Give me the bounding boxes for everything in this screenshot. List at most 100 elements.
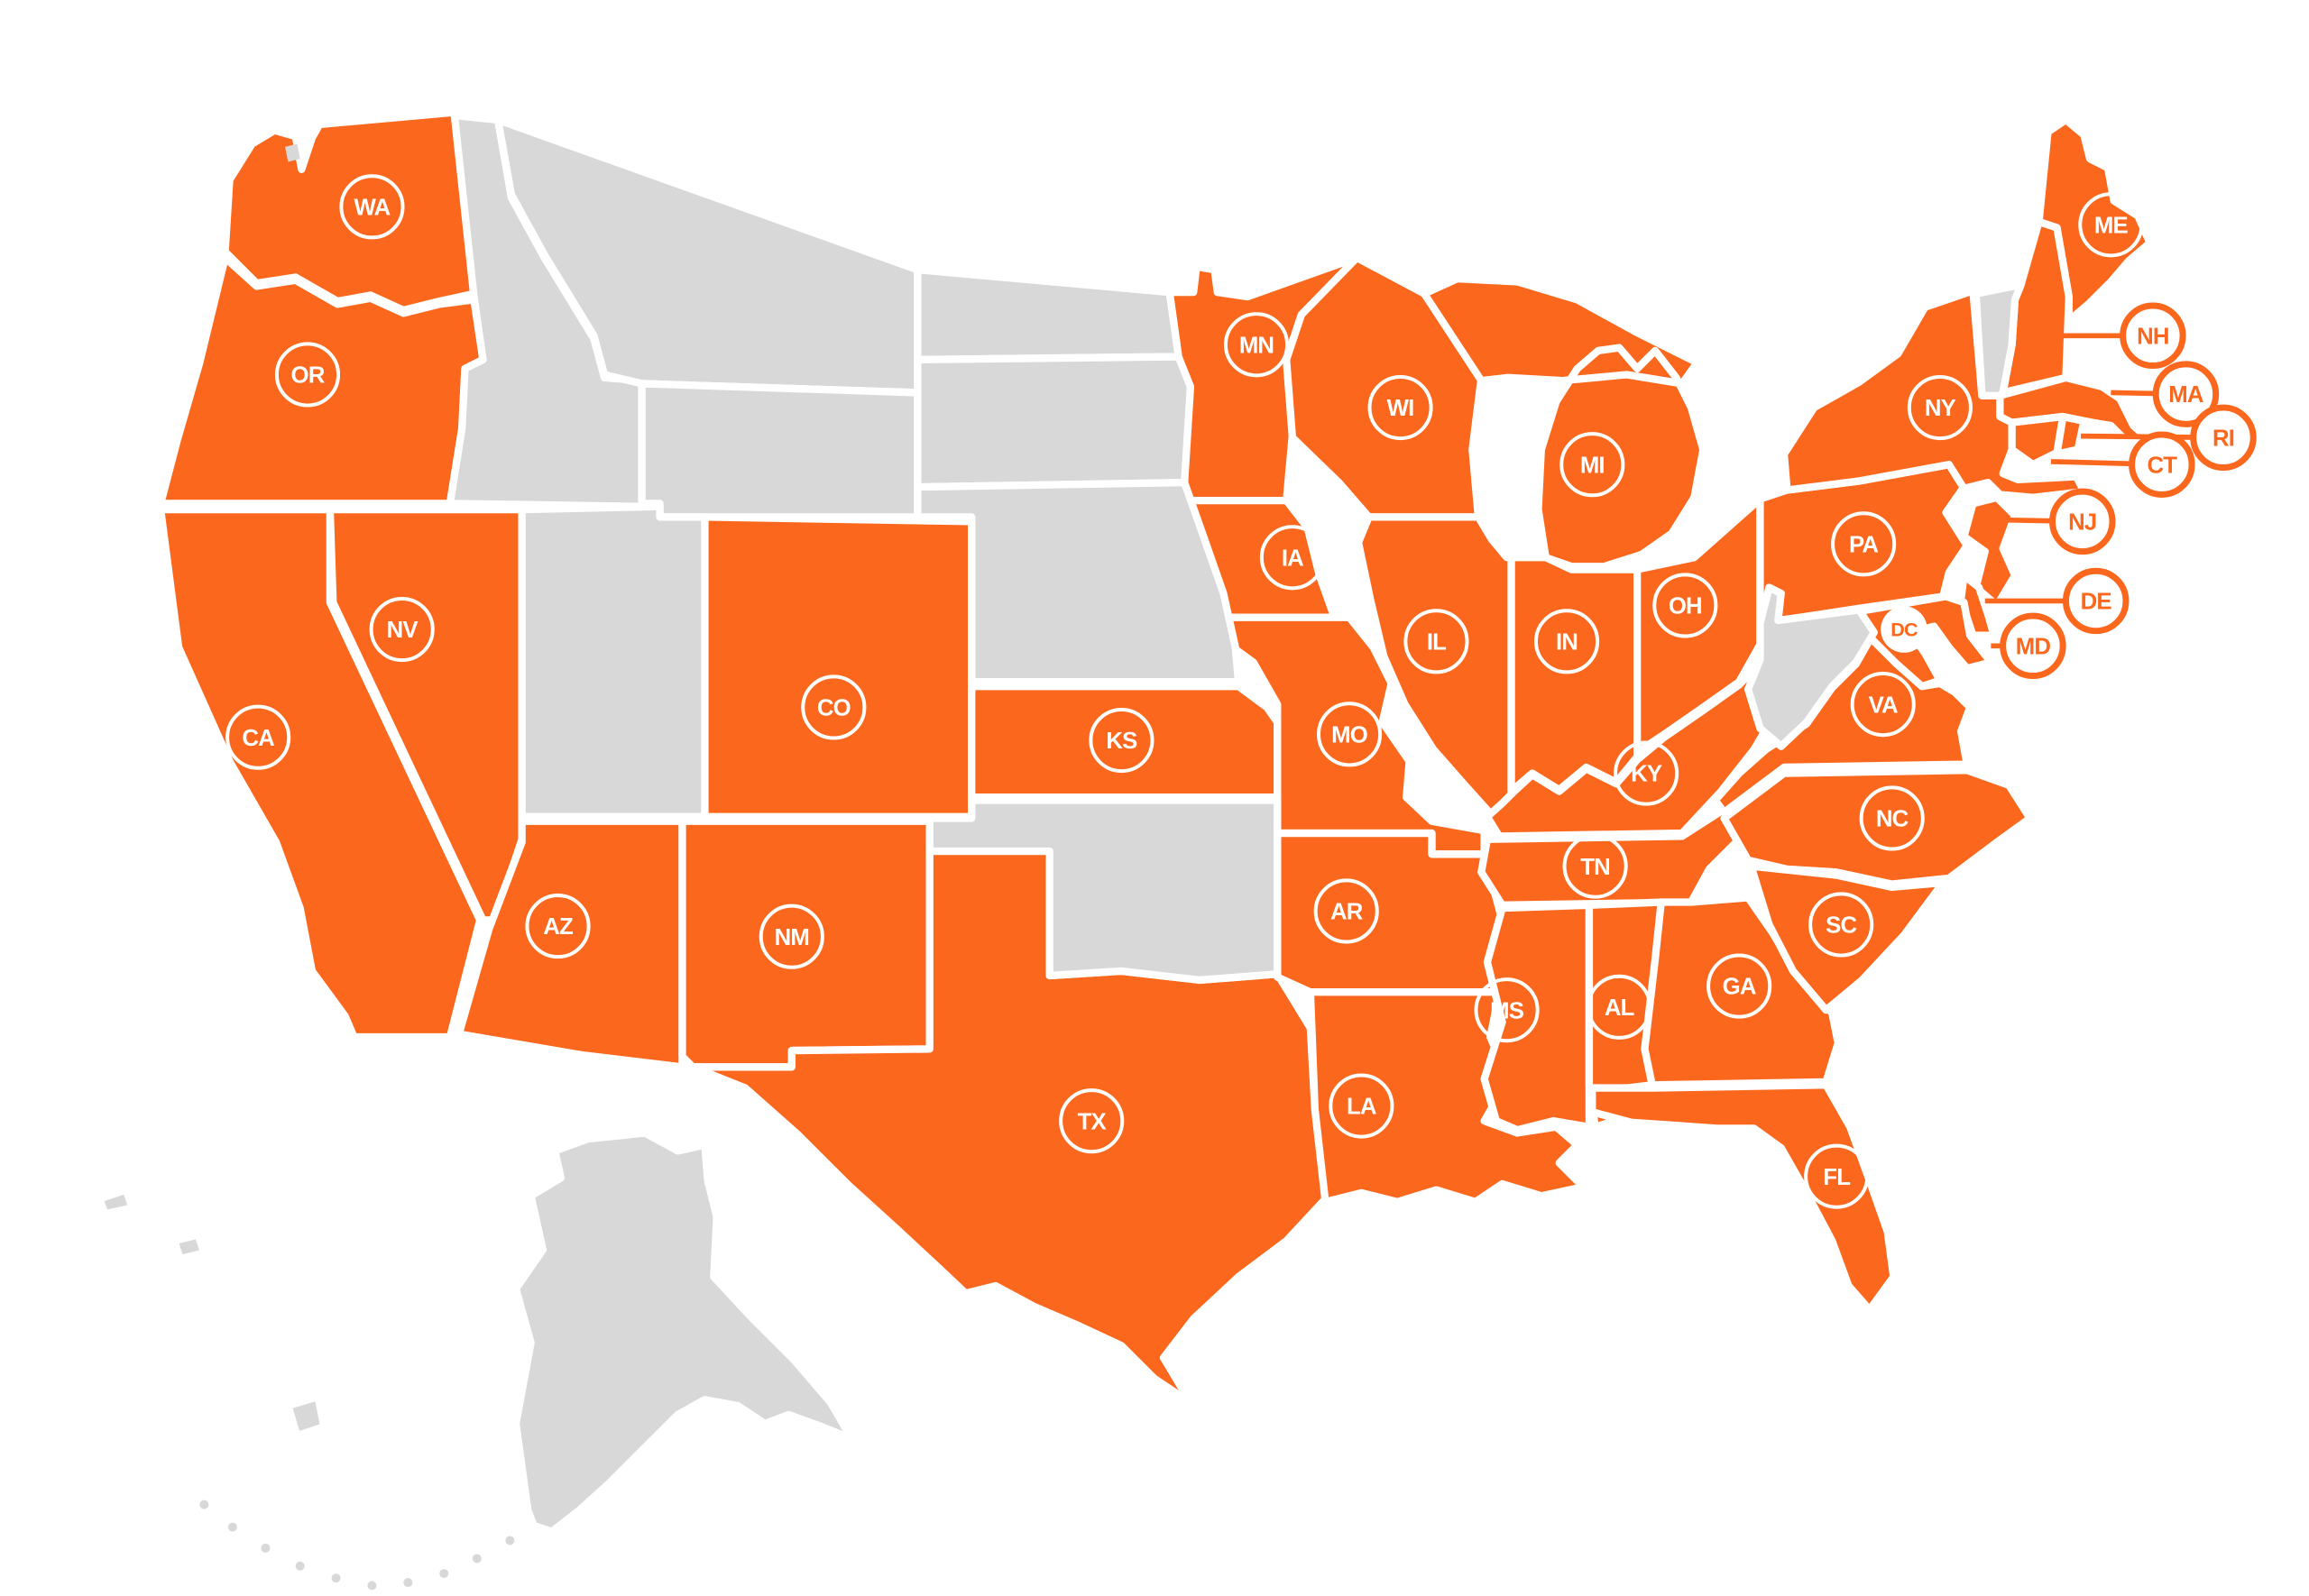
state-label-wa: WA [339,174,405,240]
svg-text:IN: IN [1556,629,1578,655]
svg-text:DC: DC [1890,619,1918,641]
state-label-ks: KS [1089,707,1154,774]
svg-text:GA: GA [1723,975,1756,1000]
state-label-co: CO [801,674,867,740]
svg-text:KS: KS [1106,729,1137,754]
svg-text:NC: NC [1876,807,1909,832]
state-label-mo: MO [1316,702,1383,767]
aleutian-island-dot [403,1578,413,1588]
state-ok [925,796,1282,985]
state-ut [518,502,709,821]
callout-label-md: MD [2000,612,2066,680]
state-ar [1274,829,1510,996]
badge-label-dc: DC [1881,606,1927,653]
state-ak [95,1129,856,1536]
callout-label-nj: NJ [2049,488,2116,555]
svg-text:TX: TX [1078,1109,1107,1134]
state-label-ar: AR [1313,878,1379,944]
svg-text:CT: CT [2148,453,2178,478]
state-ct [2008,412,2067,469]
svg-text:NJ: NJ [2068,510,2096,536]
state-label-nv: NV [369,596,435,663]
state-label-sc: SC [1808,892,1874,958]
state-nc [1720,766,2034,888]
state-sd [914,353,1195,491]
state-tn [1477,805,1749,909]
state-label-ia: IA [1259,525,1325,591]
state-label-ny: NY [1907,374,1973,441]
state-label-tn: TN [1562,833,1628,899]
svg-text:NM: NM [775,925,809,950]
callout-label-ma: MA [2152,361,2220,427]
callout-label-nh: NH [2120,302,2186,370]
svg-text:MO: MO [1331,723,1367,748]
state-label-wi: WI [1367,374,1433,441]
svg-text:CA: CA [242,726,274,751]
state-mi [1421,274,1707,571]
svg-text:KY: KY [1631,762,1662,787]
svg-text:IA: IA [1282,546,1303,571]
state-label-me: ME [2078,192,2144,258]
svg-text:DE: DE [2081,590,2112,615]
svg-text:IL: IL [1427,629,1446,655]
map-labels: WA OR CA NV AZ NM CO KS TX MN IA MO AR LA WI IL MI IN OH KY… [225,174,2257,1209]
state-in [1507,554,1642,795]
state-co [701,513,976,821]
svg-text:PA: PA [1849,532,1878,557]
svg-text:ME: ME [2094,213,2129,238]
svg-text:MN: MN [1239,333,1274,358]
svg-text:WI: WI [1387,396,1414,421]
aleutian-island-dot [295,1561,305,1571]
aleutian-island-dot [367,1581,377,1591]
state-label-ga: GA [1706,953,1772,1019]
svg-text:FL: FL [1823,1165,1850,1190]
aleutian-island-dot [331,1573,341,1583]
state-label-pa: PA [1831,511,1897,577]
state-label-ms: MS [1474,977,1540,1043]
state-label-al: AL [1587,974,1652,1040]
state-ne [914,479,1243,686]
state-label-nc: NC [1859,785,1925,851]
state-label-in: IN [1533,609,1600,674]
svg-text:NY: NY [1925,396,1956,421]
callout-label-ct: CT [2129,431,2195,498]
svg-text:WA: WA [354,195,391,220]
state-wv [1743,583,1878,750]
state-label-la: LA [1329,1073,1394,1139]
svg-text:SC: SC [1826,913,1856,939]
svg-text:CO: CO [817,696,851,721]
state-label-mn: MN [1223,312,1290,378]
state-label-az: AZ [525,894,591,959]
callout-label-ri: RI [2190,404,2257,472]
svg-text:NH: NH [2137,324,2169,349]
svg-text:MA: MA [2168,382,2203,408]
svg-text:OR: OR [291,363,326,389]
state-label-or: OR [274,342,341,408]
aleutian-island-dot [261,1543,271,1553]
svg-text:MS: MS [1490,998,1524,1023]
aleutian-island-dot [439,1569,449,1579]
state-label-mi: MI [1559,432,1625,498]
state-wy [638,380,922,521]
svg-text:NV: NV [387,618,419,643]
state-label-tx: TX [1059,1088,1125,1154]
puget-island [285,143,300,162]
svg-text:OH: OH [1669,594,1702,619]
state-label-va: VA [1850,672,1916,738]
state-nj [1960,493,2019,610]
aleutian-island-dot [505,1536,515,1546]
svg-text:MD: MD [2016,634,2051,659]
state-label-il: IL [1403,609,1469,674]
svg-text:AZ: AZ [543,914,573,940]
aleutian-island-dot [472,1554,482,1564]
state-vt [1972,280,2025,399]
aleutian-island-dot [227,1522,237,1532]
state-label-ky: KY [1614,740,1679,806]
state-label-nm: NM [759,903,824,969]
svg-text:AL: AL [1605,995,1634,1021]
aleutian-island-dot [199,1500,209,1509]
svg-text:MI: MI [1580,453,1605,478]
svg-text:TN: TN [1580,855,1610,880]
